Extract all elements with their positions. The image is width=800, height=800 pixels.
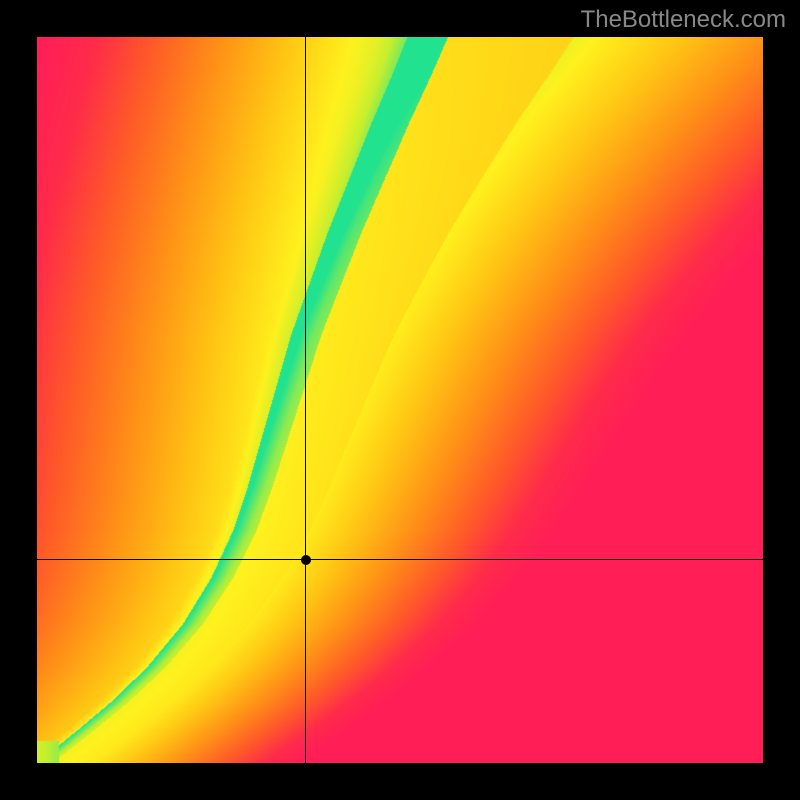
crosshair-vertical-line bbox=[305, 37, 306, 763]
watermark-text: TheBottleneck.com bbox=[581, 6, 786, 34]
bottleneck-heatmap bbox=[37, 37, 763, 763]
crosshair-horizontal-line bbox=[37, 559, 763, 560]
root: TheBottleneck.com bbox=[0, 0, 800, 800]
crosshair-marker bbox=[301, 555, 311, 565]
